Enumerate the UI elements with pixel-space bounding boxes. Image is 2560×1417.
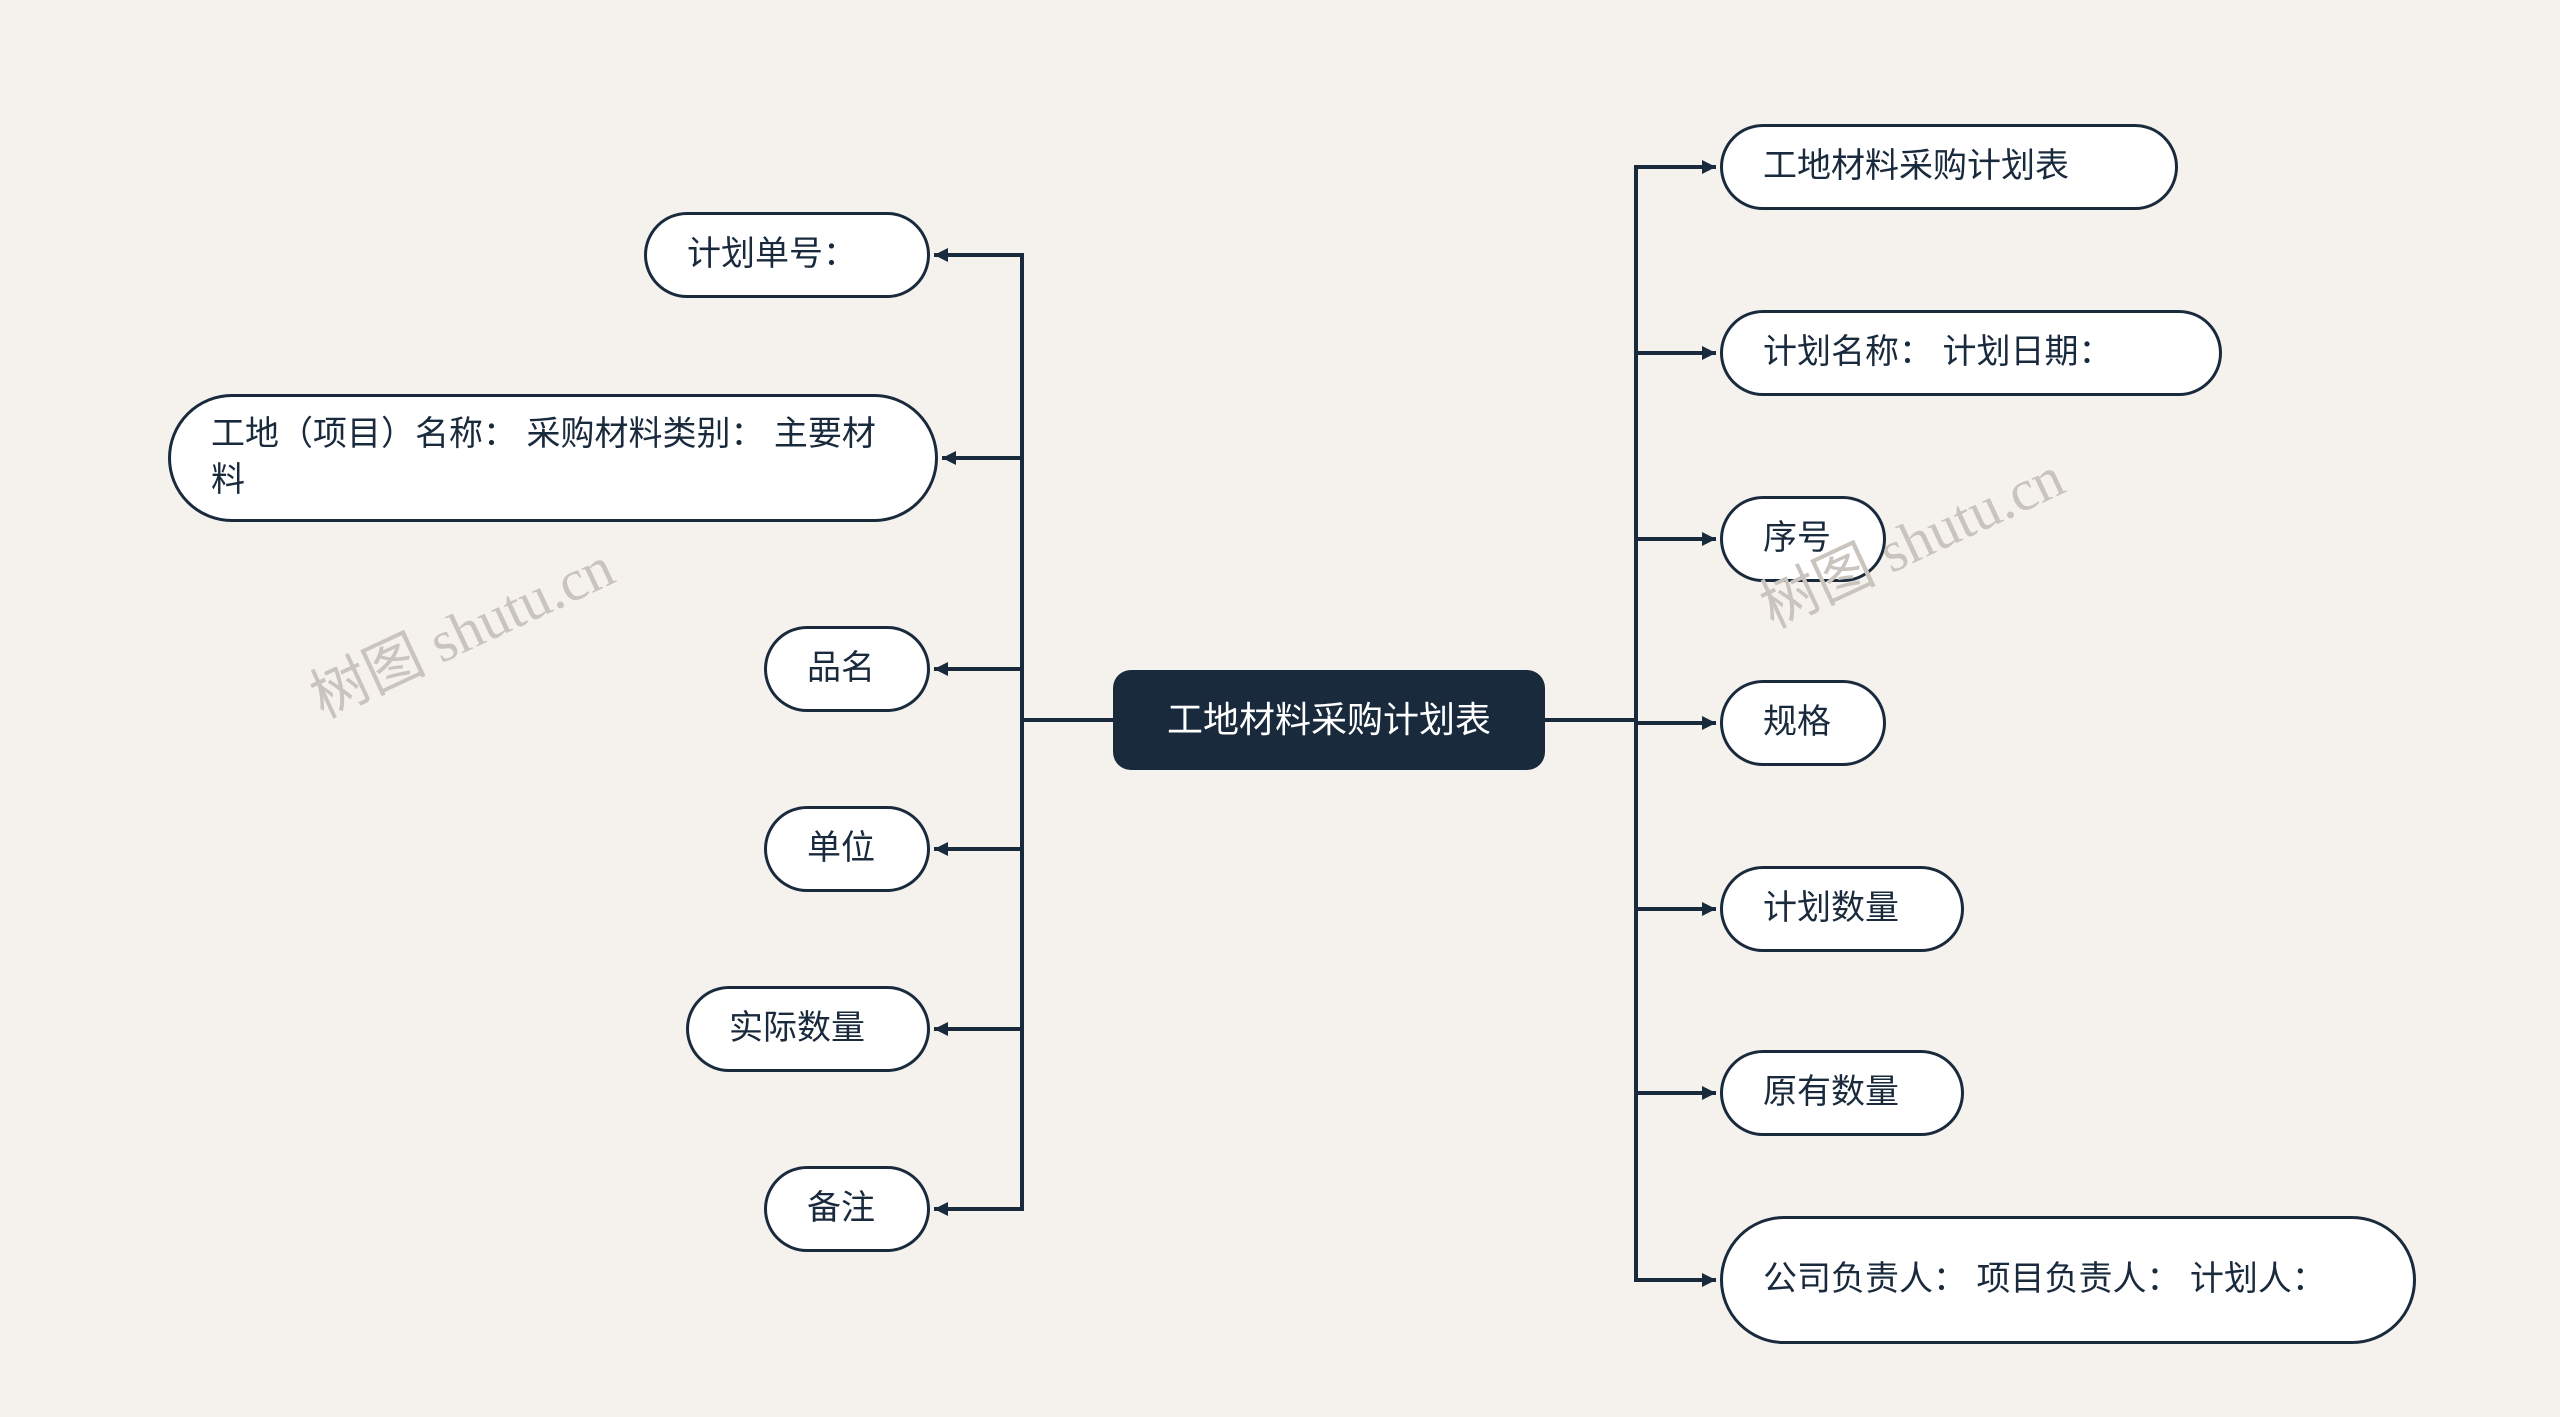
left-node-5: 备注: [764, 1166, 930, 1252]
right-node-5: 原有数量: [1720, 1050, 1964, 1136]
right-node-4: 计划数量: [1720, 866, 1964, 952]
left-node-1: 工地（项目）名称： 采购材料类别： 主要材料: [168, 394, 938, 522]
right-node-0: 工地材料采购计划表: [1720, 124, 2178, 210]
right-node-3: 规格: [1720, 680, 1886, 766]
left-node-2: 品名: [764, 626, 930, 712]
central-node: 工地材料采购计划表: [1113, 670, 1545, 770]
right-node-2: 序号: [1720, 496, 1886, 582]
left-node-0: 计划单号：: [644, 212, 930, 298]
right-node-1: 计划名称： 计划日期：: [1720, 310, 2222, 396]
right-node-6: 公司负责人： 项目负责人： 计划人：: [1720, 1216, 2416, 1344]
left-node-3: 单位: [764, 806, 930, 892]
left-node-4: 实际数量: [686, 986, 930, 1072]
